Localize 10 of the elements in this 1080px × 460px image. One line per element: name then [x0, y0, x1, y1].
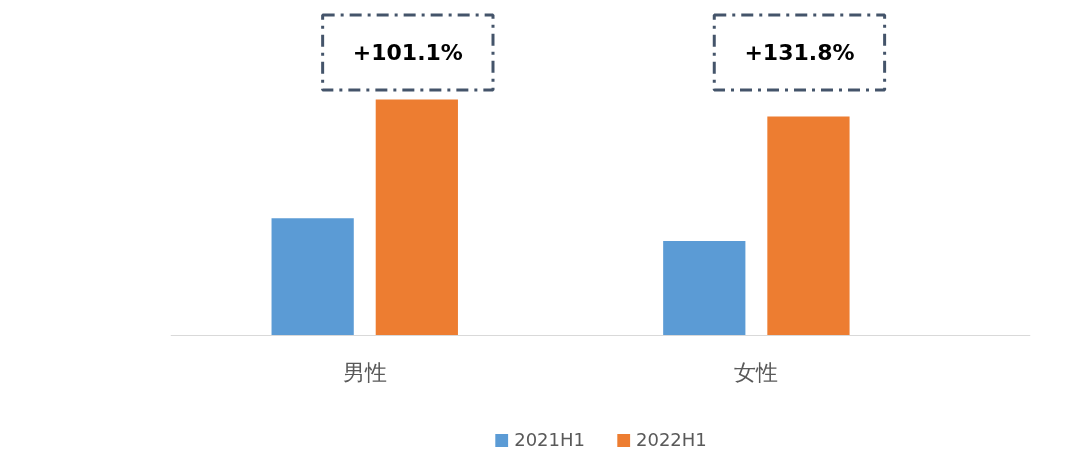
x-tick-label: 女性	[734, 360, 779, 385]
bar	[767, 116, 850, 336]
bar	[271, 218, 354, 336]
legend-label: 2021H1	[514, 429, 585, 450]
x-tick-label: 男性	[342, 360, 387, 385]
bar	[663, 241, 746, 336]
text: +101.1%	[352, 40, 463, 65]
text: +131.8%	[744, 40, 855, 65]
legend-label: 2022H1	[636, 429, 707, 450]
bar	[375, 99, 458, 336]
